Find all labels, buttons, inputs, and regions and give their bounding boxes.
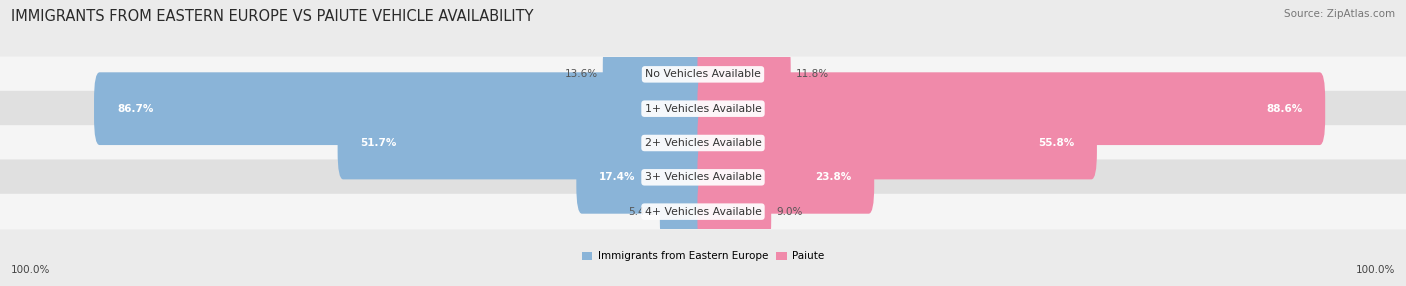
Text: 51.7%: 51.7%	[360, 138, 396, 148]
FancyBboxPatch shape	[0, 57, 1406, 92]
FancyBboxPatch shape	[94, 72, 709, 145]
FancyBboxPatch shape	[337, 107, 709, 179]
Text: 3+ Vehicles Available: 3+ Vehicles Available	[644, 172, 762, 182]
FancyBboxPatch shape	[0, 91, 1406, 126]
FancyBboxPatch shape	[0, 194, 1406, 229]
Text: 5.4%: 5.4%	[628, 207, 655, 217]
FancyBboxPatch shape	[697, 175, 772, 248]
Text: Source: ZipAtlas.com: Source: ZipAtlas.com	[1284, 9, 1395, 19]
Text: 1+ Vehicles Available: 1+ Vehicles Available	[644, 104, 762, 114]
FancyBboxPatch shape	[576, 141, 709, 214]
FancyBboxPatch shape	[697, 38, 790, 111]
Text: 23.8%: 23.8%	[815, 172, 851, 182]
Text: 13.6%: 13.6%	[565, 69, 598, 79]
Text: 86.7%: 86.7%	[117, 104, 153, 114]
FancyBboxPatch shape	[697, 141, 875, 214]
FancyBboxPatch shape	[659, 175, 709, 248]
Text: 9.0%: 9.0%	[776, 207, 803, 217]
Text: 4+ Vehicles Available: 4+ Vehicles Available	[644, 207, 762, 217]
Text: 2+ Vehicles Available: 2+ Vehicles Available	[644, 138, 762, 148]
FancyBboxPatch shape	[603, 38, 709, 111]
Text: No Vehicles Available: No Vehicles Available	[645, 69, 761, 79]
FancyBboxPatch shape	[697, 72, 1326, 145]
Text: 17.4%: 17.4%	[599, 172, 636, 182]
Legend: Immigrants from Eastern Europe, Paiute: Immigrants from Eastern Europe, Paiute	[582, 251, 824, 261]
Text: 100.0%: 100.0%	[11, 265, 51, 275]
FancyBboxPatch shape	[697, 107, 1097, 179]
Text: 55.8%: 55.8%	[1038, 138, 1074, 148]
Text: 11.8%: 11.8%	[796, 69, 828, 79]
Text: 100.0%: 100.0%	[1355, 265, 1395, 275]
Text: IMMIGRANTS FROM EASTERN EUROPE VS PAIUTE VEHICLE AVAILABILITY: IMMIGRANTS FROM EASTERN EUROPE VS PAIUTE…	[11, 9, 534, 23]
FancyBboxPatch shape	[0, 160, 1406, 195]
Text: 88.6%: 88.6%	[1265, 104, 1302, 114]
FancyBboxPatch shape	[0, 125, 1406, 161]
